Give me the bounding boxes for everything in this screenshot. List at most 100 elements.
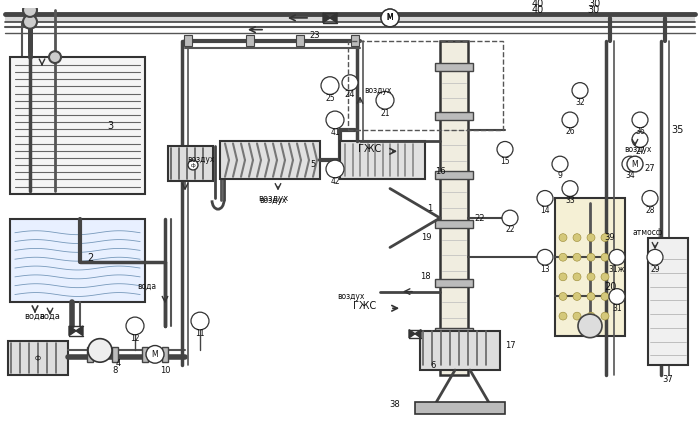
Text: вода: вода <box>137 282 156 291</box>
Circle shape <box>573 312 581 320</box>
Text: 26: 26 <box>565 127 575 136</box>
Text: 6: 6 <box>430 361 435 370</box>
Text: М: М <box>152 350 158 359</box>
Bar <box>435 220 473 228</box>
Text: 30: 30 <box>588 0 600 9</box>
Text: 41: 41 <box>330 128 340 137</box>
Bar <box>340 142 425 179</box>
Text: 20: 20 <box>604 282 616 292</box>
Circle shape <box>537 190 553 206</box>
Text: 29: 29 <box>650 265 660 273</box>
Circle shape <box>381 9 399 27</box>
Text: М: М <box>386 14 393 22</box>
Text: 14: 14 <box>540 206 550 215</box>
Bar <box>415 402 505 414</box>
Circle shape <box>601 234 609 242</box>
Text: 27: 27 <box>645 165 655 173</box>
Text: 22: 22 <box>475 214 485 223</box>
Polygon shape <box>330 13 337 23</box>
Bar <box>435 112 473 120</box>
Text: 40: 40 <box>532 0 544 9</box>
Text: 37: 37 <box>663 375 673 385</box>
Text: воздух: воздух <box>258 194 288 203</box>
Circle shape <box>632 112 648 128</box>
Text: 8: 8 <box>112 365 118 374</box>
Circle shape <box>609 249 625 265</box>
Bar <box>5 14 695 22</box>
Circle shape <box>23 15 37 29</box>
Text: 39: 39 <box>605 233 615 242</box>
Circle shape <box>559 273 567 281</box>
Circle shape <box>342 75 358 90</box>
Bar <box>555 198 625 336</box>
Circle shape <box>587 253 595 261</box>
Circle shape <box>573 293 581 300</box>
Text: 33: 33 <box>565 196 575 205</box>
Circle shape <box>23 3 37 17</box>
Text: 16: 16 <box>435 167 446 176</box>
Circle shape <box>376 92 394 109</box>
Text: 13: 13 <box>540 265 550 273</box>
Circle shape <box>146 346 164 363</box>
Text: М: М <box>386 14 393 22</box>
Bar <box>435 328 473 336</box>
Text: 10: 10 <box>160 365 170 374</box>
Text: 23: 23 <box>309 31 321 40</box>
Bar <box>220 142 320 179</box>
Circle shape <box>647 249 663 265</box>
Circle shape <box>552 156 568 172</box>
Bar <box>435 279 473 287</box>
Text: воздух: воздух <box>624 145 652 154</box>
Circle shape <box>573 234 581 242</box>
Text: 12: 12 <box>130 334 140 343</box>
Circle shape <box>573 273 581 281</box>
Circle shape <box>537 249 553 265</box>
Text: 32: 32 <box>575 98 584 107</box>
Circle shape <box>559 312 567 320</box>
Circle shape <box>587 273 595 281</box>
Text: 18: 18 <box>420 272 430 282</box>
Text: 35: 35 <box>672 125 684 135</box>
Text: вода: вода <box>40 312 60 321</box>
Circle shape <box>559 253 567 261</box>
Circle shape <box>601 273 609 281</box>
Circle shape <box>587 234 595 242</box>
Circle shape <box>587 312 595 320</box>
Bar <box>168 146 213 181</box>
Bar <box>162 348 168 362</box>
Text: 40: 40 <box>532 5 544 15</box>
Circle shape <box>587 293 595 300</box>
Text: 28: 28 <box>645 206 654 215</box>
Text: 31: 31 <box>612 304 622 313</box>
Circle shape <box>572 83 588 98</box>
Text: 38: 38 <box>390 400 400 409</box>
Text: ГЖС: ГЖС <box>354 301 377 311</box>
Circle shape <box>497 142 513 157</box>
Text: ГЖС: ГЖС <box>358 144 382 154</box>
Text: 9: 9 <box>558 171 562 180</box>
Circle shape <box>88 339 112 362</box>
Text: 24: 24 <box>344 90 355 99</box>
Bar <box>87 348 93 362</box>
Circle shape <box>573 253 581 261</box>
Text: 27: 27 <box>635 147 645 156</box>
Bar <box>10 57 145 195</box>
Text: воздух: воздух <box>259 196 287 205</box>
Polygon shape <box>409 329 415 338</box>
Text: 15: 15 <box>500 156 510 166</box>
Circle shape <box>578 314 602 338</box>
Circle shape <box>326 111 344 129</box>
Bar <box>246 35 254 46</box>
Bar <box>440 42 468 375</box>
Circle shape <box>601 253 609 261</box>
Text: 36: 36 <box>635 127 645 136</box>
Circle shape <box>559 293 567 300</box>
Text: воздух: воздух <box>337 292 365 301</box>
Circle shape <box>601 312 609 320</box>
Circle shape <box>126 317 144 335</box>
Circle shape <box>326 160 344 178</box>
Circle shape <box>562 112 578 128</box>
Circle shape <box>609 289 625 304</box>
Circle shape <box>381 9 399 27</box>
Text: атмосф: атмосф <box>633 228 663 237</box>
